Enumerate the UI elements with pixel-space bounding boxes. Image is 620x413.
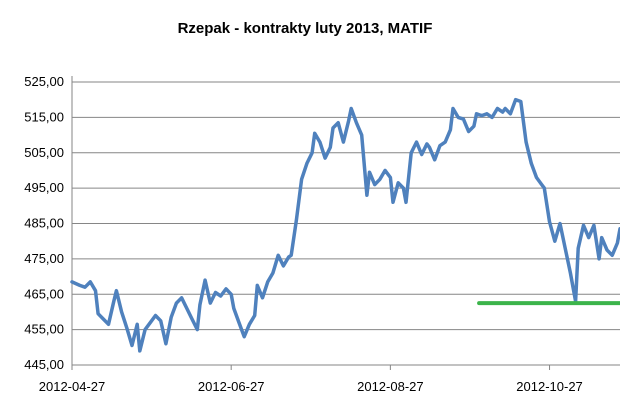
y-tick-label: 445,00 — [24, 357, 64, 372]
x-tick-label: 2012-06-27 — [198, 379, 265, 394]
y-tick-label: 465,00 — [24, 286, 64, 301]
chart-title: Rzepak - kontrakty luty 2013, MATIF — [178, 20, 433, 37]
price-series-line — [70, 97, 620, 353]
y-tick-label: 455,00 — [24, 322, 64, 337]
x-tick-label: 2012-08-27 — [357, 379, 424, 394]
x-tick-label: 2012-04-27 — [39, 379, 106, 394]
x-tick-label: 2012-10-27 — [516, 379, 583, 394]
y-tick-label: 525,00 — [24, 74, 64, 89]
y-tick-label: 485,00 — [24, 216, 64, 231]
y-tick-label: 495,00 — [24, 180, 64, 195]
y-tick-label: 505,00 — [24, 145, 64, 160]
y-tick-label: 475,00 — [24, 251, 64, 266]
y-tick-label: 515,00 — [24, 109, 64, 124]
